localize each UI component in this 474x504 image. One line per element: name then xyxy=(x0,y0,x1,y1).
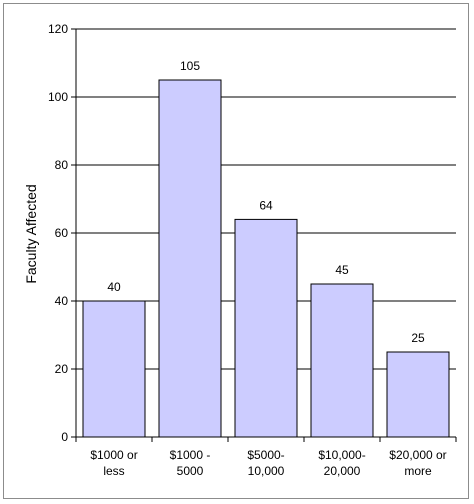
bar xyxy=(386,351,450,438)
x-tick-label: $1000 or less xyxy=(90,448,137,478)
y-tick-label: 120 xyxy=(48,22,68,36)
x-tick-label-line: $10,000- xyxy=(318,448,365,462)
y-tick-label: 100 xyxy=(48,90,68,104)
bar xyxy=(234,218,298,438)
bar xyxy=(82,300,146,438)
x-tick-label-line: $1000 or xyxy=(90,448,137,462)
y-tick-label: 60 xyxy=(55,226,69,240)
data-label: 64 xyxy=(259,198,273,212)
x-tick-label-line: 10,000 xyxy=(248,464,285,478)
x-tick-label: $1000 - 5000 xyxy=(170,448,211,478)
y-tick-label: 40 xyxy=(55,294,69,308)
data-label: 40 xyxy=(107,280,121,294)
y-tick-label: 80 xyxy=(55,158,69,172)
y-axis-label: Faculty Affected xyxy=(23,184,39,283)
bar xyxy=(310,283,374,438)
x-tick-label-line: $5000- xyxy=(247,448,284,462)
y-tick-label: 0 xyxy=(61,430,68,444)
x-tick-label-line: 5000 xyxy=(177,464,204,478)
y-tick-labels: 0 20 40 60 80 100 120 xyxy=(48,22,68,444)
data-label: 25 xyxy=(411,331,425,345)
x-tick-label-line: 20,000 xyxy=(324,464,361,478)
y-tick-label: 20 xyxy=(55,362,69,376)
x-tick-label-line: $1000 - xyxy=(170,448,211,462)
data-labels: 40 105 64 45 25 xyxy=(107,59,425,345)
x-tick-labels: $1000 or less $1000 - 5000 $5000- 10,000 $10,0… xyxy=(90,448,446,478)
x-tick-label-line: $20,000 or xyxy=(389,448,446,462)
x-tick-label-line: less xyxy=(103,464,124,478)
data-label: 45 xyxy=(335,263,349,277)
x-tick-label: $5000- 10,000 xyxy=(247,448,284,478)
bars xyxy=(82,79,450,438)
x-tick-label: $20,000 or more xyxy=(389,448,446,478)
axes xyxy=(71,28,457,442)
bar xyxy=(158,79,222,438)
x-tick-label: $10,000- 20,000 xyxy=(318,448,365,478)
data-label: 105 xyxy=(180,59,200,73)
x-tick-label-line: more xyxy=(404,464,432,478)
